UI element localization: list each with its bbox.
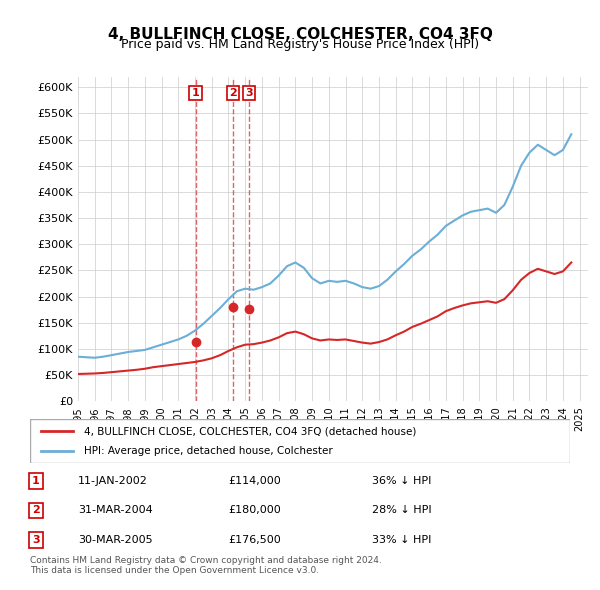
Text: 4, BULLFINCH CLOSE, COLCHESTER, CO4 3FQ (detached house): 4, BULLFINCH CLOSE, COLCHESTER, CO4 3FQ … — [84, 427, 416, 436]
Text: Price paid vs. HM Land Registry's House Price Index (HPI): Price paid vs. HM Land Registry's House … — [121, 38, 479, 51]
Text: 2: 2 — [32, 506, 40, 515]
FancyBboxPatch shape — [30, 419, 570, 463]
Text: £180,000: £180,000 — [228, 506, 281, 515]
Text: 1: 1 — [191, 88, 199, 98]
Text: 3: 3 — [32, 535, 40, 545]
Text: £176,500: £176,500 — [228, 535, 281, 545]
Text: 30-MAR-2005: 30-MAR-2005 — [78, 535, 152, 545]
Text: 28% ↓ HPI: 28% ↓ HPI — [372, 506, 431, 515]
Text: 11-JAN-2002: 11-JAN-2002 — [78, 476, 148, 486]
Text: £114,000: £114,000 — [228, 476, 281, 486]
Text: 36% ↓ HPI: 36% ↓ HPI — [372, 476, 431, 486]
Text: HPI: Average price, detached house, Colchester: HPI: Average price, detached house, Colc… — [84, 446, 333, 455]
Text: 3: 3 — [245, 88, 253, 98]
Text: 4, BULLFINCH CLOSE, COLCHESTER, CO4 3FQ: 4, BULLFINCH CLOSE, COLCHESTER, CO4 3FQ — [107, 27, 493, 41]
Text: Contains HM Land Registry data © Crown copyright and database right 2024.
This d: Contains HM Land Registry data © Crown c… — [30, 556, 382, 575]
Text: 1: 1 — [32, 476, 40, 486]
Text: 2: 2 — [229, 88, 236, 98]
Text: 33% ↓ HPI: 33% ↓ HPI — [372, 535, 431, 545]
Text: 31-MAR-2004: 31-MAR-2004 — [78, 506, 153, 515]
